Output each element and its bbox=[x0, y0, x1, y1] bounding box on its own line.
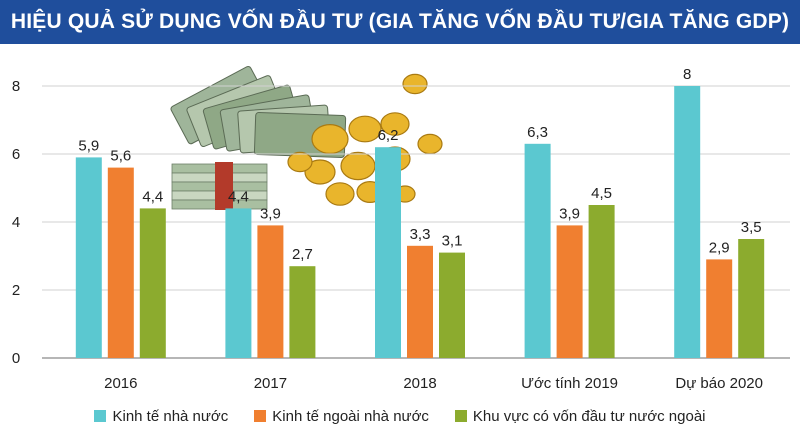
bar-value-label: 5,6 bbox=[110, 148, 131, 165]
gold-coin-shape bbox=[304, 159, 336, 185]
bar bbox=[524, 143, 551, 358]
bar-value-label: 2,7 bbox=[292, 246, 313, 263]
legend: Kinh tế nhà nước Kinh tế ngoài nhà nước Kh… bbox=[0, 400, 800, 432]
bar bbox=[738, 239, 765, 358]
bar bbox=[407, 245, 433, 358]
legend-item: Kinh tế nhà nước bbox=[94, 408, 228, 425]
legend-swatch bbox=[94, 410, 107, 422]
x-tick-label: 2016 bbox=[104, 375, 137, 392]
gold-coin-shape bbox=[340, 151, 376, 181]
bar bbox=[588, 205, 615, 358]
y-tick-label: 8 bbox=[12, 78, 20, 95]
bar-value-label: 4,4 bbox=[142, 188, 163, 205]
legend-label: Khu vực có vốn đầu tư nước ngoài bbox=[472, 407, 706, 425]
bar-value-label: 3,9 bbox=[559, 205, 580, 222]
title-bar: HIỆU QUẢ SỬ DỤNG VỐN ĐẦU TƯ (GIA TĂNG VỐ… bbox=[0, 0, 800, 44]
bar-value-label: 6,3 bbox=[527, 124, 548, 141]
bar-value-label: 2,9 bbox=[709, 239, 730, 256]
bar-value-label: 8 bbox=[683, 66, 691, 83]
bar bbox=[75, 157, 102, 358]
y-tick-label: 0 bbox=[12, 350, 20, 367]
gold-coin-shape bbox=[380, 112, 410, 136]
bar-value-label: 3,1 bbox=[442, 233, 463, 250]
bar-chart: 0 2 4 6 8 5,9 5,6 4,4 4,4 3,9 2,7 6,2 3,3 3,1 6,3 3,9 4… bbox=[12, 66, 790, 392]
bar bbox=[439, 252, 465, 358]
x-tick-label: 2018 bbox=[403, 375, 436, 392]
gold-coin-shape bbox=[348, 115, 382, 143]
gold-coin-shape bbox=[417, 133, 443, 155]
legend-item: Kinh tế ngoài nhà nước bbox=[254, 408, 429, 425]
legend-item: Khu vực có vốn đầu tư nước ngoài bbox=[454, 407, 706, 425]
gold-coin-shape bbox=[311, 123, 349, 154]
y-tick-label: 2 bbox=[12, 282, 20, 299]
bar-value-label: 4,4 bbox=[228, 188, 249, 205]
bars: 5,9 5,6 4,4 4,4 3,9 2,7 6,2 3,3 3,1 6,3 3,9 4,5 8 2,9… bbox=[75, 66, 765, 358]
gold-coin-shape bbox=[402, 73, 428, 95]
bar-value-label: 3,5 bbox=[741, 219, 762, 236]
bar bbox=[556, 225, 583, 358]
bar-value-label: 3,9 bbox=[260, 205, 281, 222]
chart-title: HIỆU QUẢ SỬ DỤNG VỐN ĐẦU TƯ (GIA TĂNG VỐ… bbox=[10, 10, 790, 33]
bar-value-label: 4,5 bbox=[591, 185, 612, 202]
x-tick-label: 2017 bbox=[254, 375, 287, 392]
y-axis-ticks: 0 2 4 6 8 bbox=[12, 78, 20, 367]
gold-coin-shape bbox=[325, 182, 355, 206]
gold-coin-shape bbox=[287, 151, 313, 173]
bar-value-label: 5,9 bbox=[78, 137, 99, 154]
bar-value-label: 3,3 bbox=[410, 226, 431, 243]
money-band-shape bbox=[215, 162, 233, 210]
x-tick-label: Dự báo 2020 bbox=[675, 375, 763, 392]
bar bbox=[706, 259, 733, 358]
y-tick-label: 4 bbox=[12, 214, 20, 231]
legend-label: Kinh tế ngoài nhà nước bbox=[272, 407, 429, 425]
money-illustration bbox=[170, 66, 443, 210]
bar bbox=[257, 225, 284, 358]
bar-value-label: 6,2 bbox=[378, 127, 399, 144]
x-axis-ticks: 2016 2017 2018 Ước tính 2019 Dự báo 2020 bbox=[104, 375, 763, 392]
x-tick-label: Ước tính 2019 bbox=[521, 375, 618, 392]
legend-label: Kinh tế nhà nước bbox=[112, 407, 229, 425]
legend-swatch bbox=[454, 410, 467, 422]
bar bbox=[674, 86, 701, 358]
bar bbox=[139, 208, 166, 358]
grid-lines bbox=[42, 85, 790, 359]
bar bbox=[225, 208, 252, 358]
y-tick-label: 6 bbox=[12, 146, 20, 163]
legend-swatch bbox=[254, 410, 267, 422]
bar bbox=[375, 147, 401, 358]
bar bbox=[107, 167, 134, 358]
bar bbox=[289, 266, 316, 358]
